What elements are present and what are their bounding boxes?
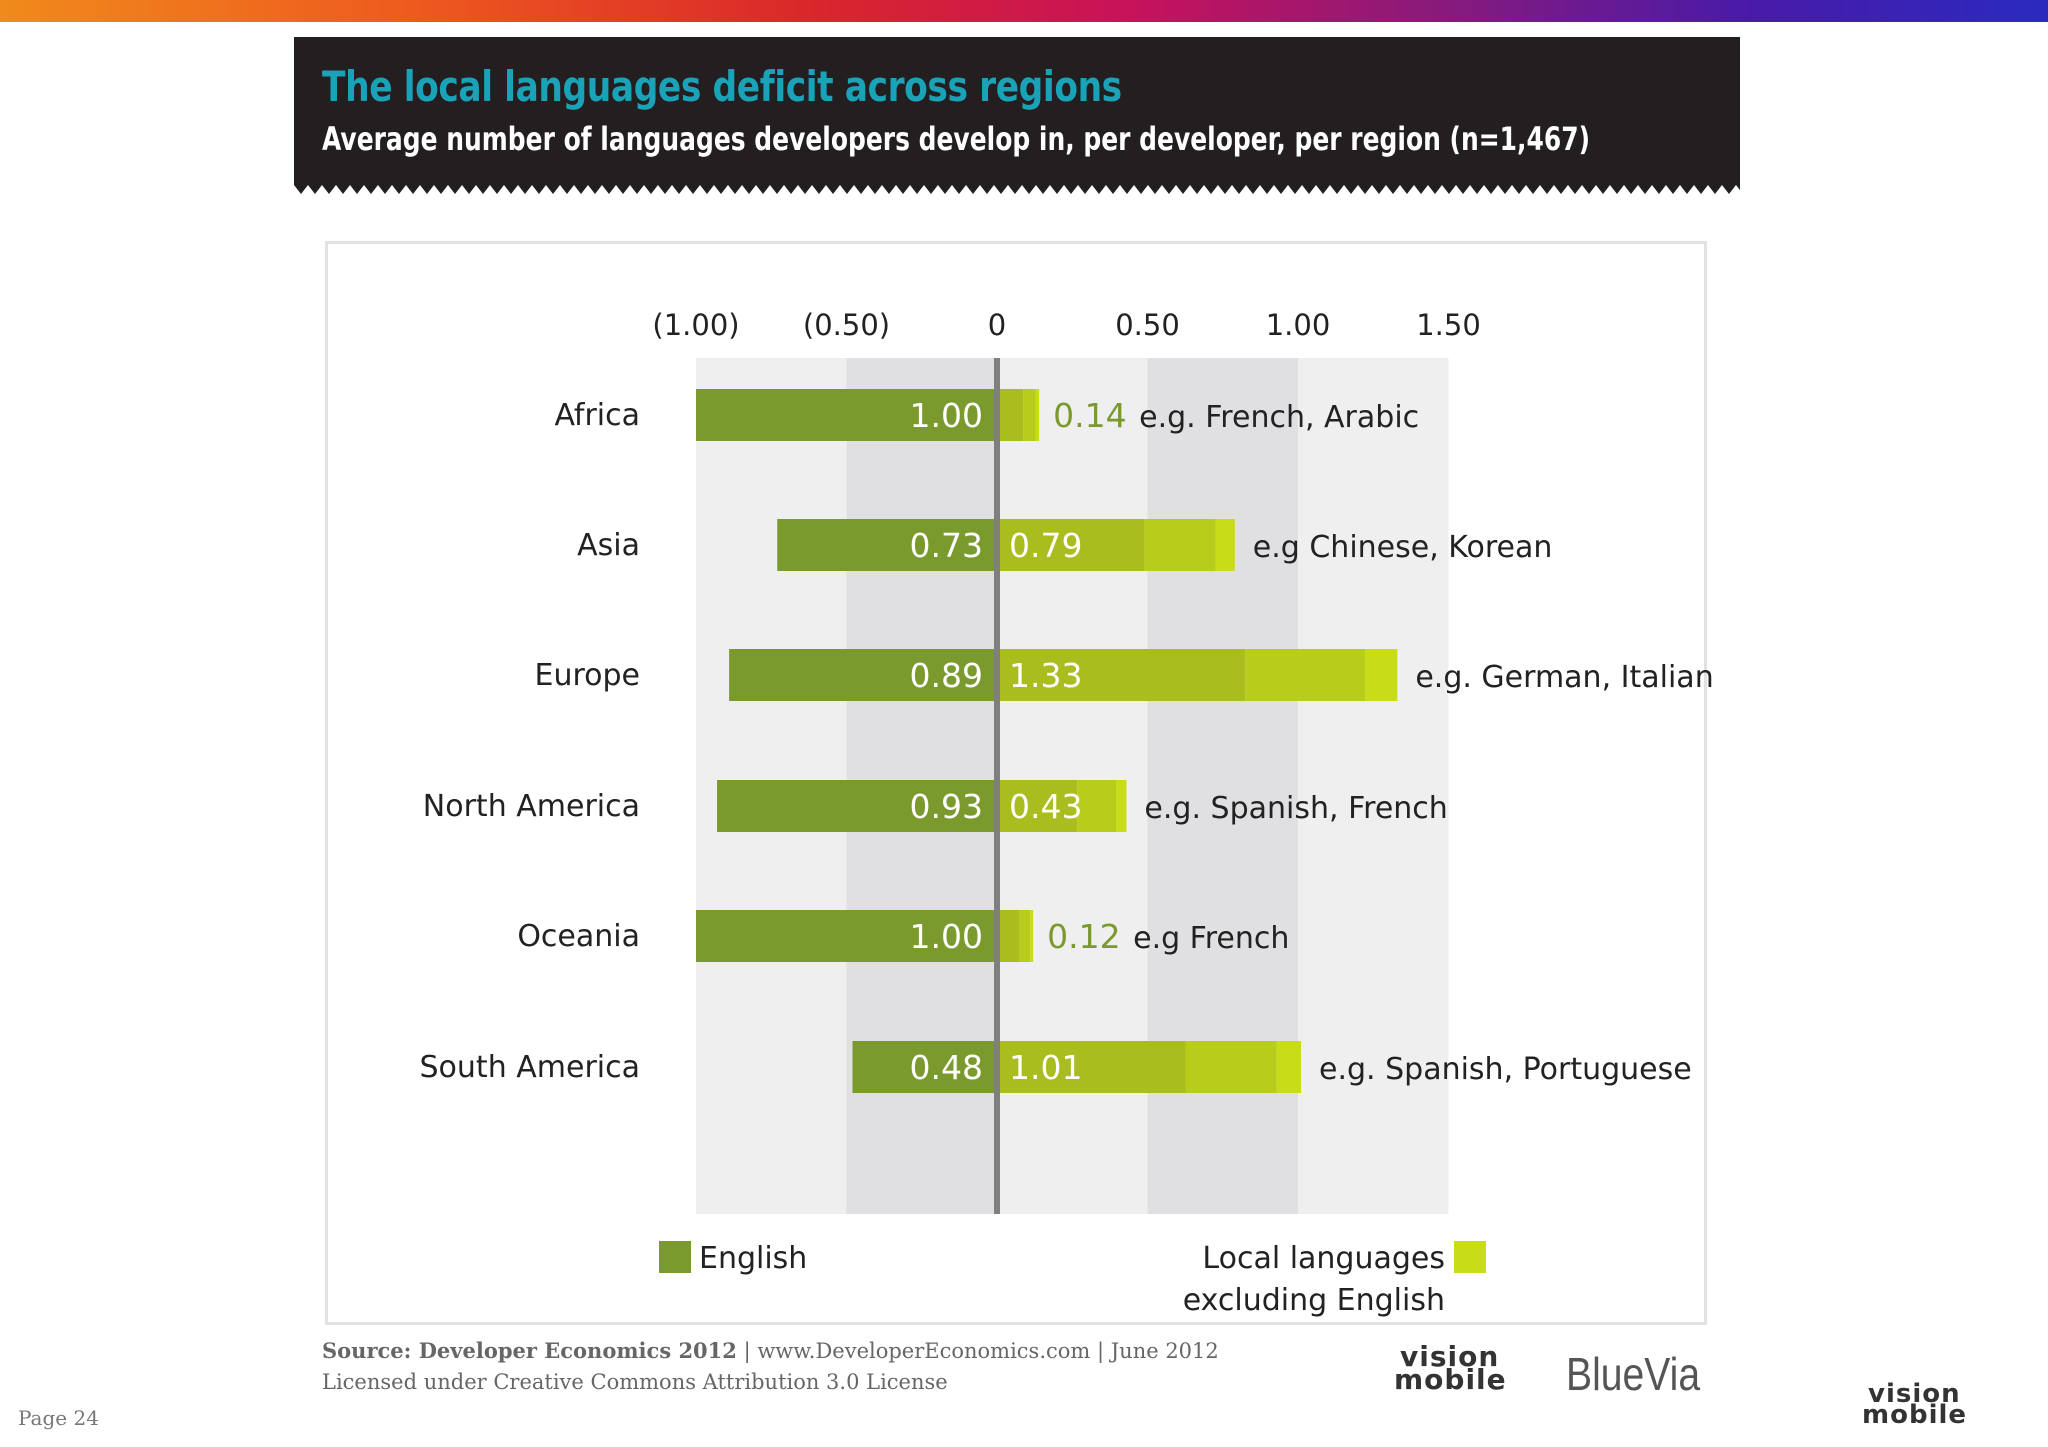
source-details: | www.DeveloperEconomics.com | June 2012 — [736, 1339, 1219, 1363]
english-bar — [696, 910, 997, 962]
local-languages-bar-segment-3 — [1116, 780, 1127, 832]
chart-title: The local languages deficit across regio… — [322, 62, 1122, 111]
header-zigzag-edge — [294, 185, 1740, 194]
local-languages-bar-segment-3 — [1276, 1041, 1302, 1093]
legend-local-label-line1: Local languages — [1202, 1241, 1445, 1276]
local-languages-bar-segment-1 — [997, 910, 1020, 962]
local-languages-bar-segment-1 — [997, 780, 1078, 832]
english-value-label: 0.48 — [910, 1048, 983, 1087]
local-languages-bar-segment-2 — [1023, 389, 1036, 441]
legend-local-swatch — [1454, 1241, 1486, 1273]
license-line: Licensed under Creative Commons Attribut… — [322, 1370, 948, 1394]
local-value-label: 1.01 — [1009, 1048, 1082, 1087]
source-line: Source: Developer Economics 2012 | www.D… — [322, 1338, 1219, 1363]
english-bar — [777, 519, 997, 571]
local-value-label: 0.79 — [1009, 526, 1082, 565]
local-languages-bar-segment-2 — [1019, 910, 1031, 962]
english-bar — [717, 780, 997, 832]
region-label: South America — [420, 1050, 640, 1085]
vision-mobile-corner-logo-line2: mobile — [1862, 1400, 1968, 1431]
page-number: Page 24 — [18, 1406, 99, 1430]
local-value-label: 1.33 — [1009, 656, 1082, 695]
english-bar — [852, 1041, 997, 1093]
english-bar — [729, 649, 997, 701]
vision-mobile-logo: vision mobile — [1380, 1340, 1507, 1396]
region-label: Africa — [554, 398, 640, 433]
local-languages-bar-segment-2 — [1077, 780, 1117, 832]
example-languages: e.g. German, Italian — [1415, 660, 1713, 695]
example-languages: e.g. Spanish, French — [1144, 791, 1447, 826]
local-languages-bar-segment-3 — [1030, 910, 1034, 962]
english-value-label: 0.89 — [910, 656, 983, 695]
bluevia-logo: BlueVia — [1566, 1348, 1701, 1400]
region-label: North America — [423, 789, 640, 824]
example-languages: e.g. Spanish, Portuguese — [1319, 1052, 1692, 1087]
local-languages-bar-segment-2 — [1185, 1041, 1277, 1093]
local-value-label: 0.12 — [1047, 917, 1120, 956]
local-languages-bar-segment-3 — [1215, 519, 1235, 571]
top-gradient-bar — [0, 0, 2048, 22]
example-languages: e.g Chinese, Korean — [1253, 530, 1553, 565]
legend-english-swatch — [659, 1241, 691, 1273]
region-label: Asia — [577, 528, 640, 563]
local-languages-bar-segment-2 — [1144, 519, 1216, 571]
local-languages-bar-segment-2 — [1245, 649, 1366, 701]
region-label: Oceania — [517, 919, 640, 954]
region-label: Europe — [535, 658, 641, 693]
axis-tick-label: 0 — [988, 308, 1006, 342]
local-languages-bar-segment-1 — [997, 1041, 1186, 1093]
zero-axis-line — [994, 358, 1000, 1214]
local-languages-bar-segment-1 — [997, 389, 1024, 441]
english-value-label: 1.00 — [910, 917, 983, 956]
local-value-label: 0.14 — [1053, 396, 1126, 435]
local-languages-bar-segment-3 — [1035, 389, 1040, 441]
english-value-label: 0.73 — [910, 526, 983, 565]
local-languages-bar-segment-3 — [1365, 649, 1398, 701]
local-value-label: 0.43 — [1009, 787, 1082, 826]
legend-english-label: English — [699, 1241, 807, 1276]
axis-tick-label: 1.50 — [1416, 308, 1481, 342]
example-languages: e.g French — [1133, 921, 1289, 956]
axis-tick-label: (0.50) — [803, 308, 890, 342]
axis-tick-label: (1.00) — [652, 308, 739, 342]
english-value-label: 1.00 — [910, 396, 983, 435]
legend-local-label-line2: excluding English — [1183, 1283, 1445, 1318]
local-languages-bar-segment-1 — [997, 519, 1145, 571]
vision-mobile-logo-line2: mobile — [1394, 1362, 1507, 1396]
chart-subtitle: Average number of languages developers d… — [322, 120, 1590, 158]
vision-mobile-logo-line1: vision — [1400, 1340, 1500, 1373]
axis-tick-label: 1.00 — [1266, 308, 1331, 342]
vision-mobile-corner-logo: vision mobile — [1848, 1379, 1968, 1431]
english-value-label: 0.93 — [910, 787, 983, 826]
english-bar — [696, 389, 997, 441]
vision-mobile-corner-logo-line1: vision — [1868, 1379, 1961, 1409]
source-label: Source: Developer Economics 2012 — [322, 1338, 737, 1363]
grid-band-5 — [1298, 358, 1449, 1214]
axis-tick-label: 0.50 — [1115, 308, 1180, 342]
header-banner — [294, 37, 1740, 185]
local-languages-bar-segment-1 — [997, 649, 1246, 701]
example-languages: e.g. French, Arabic — [1139, 400, 1419, 435]
